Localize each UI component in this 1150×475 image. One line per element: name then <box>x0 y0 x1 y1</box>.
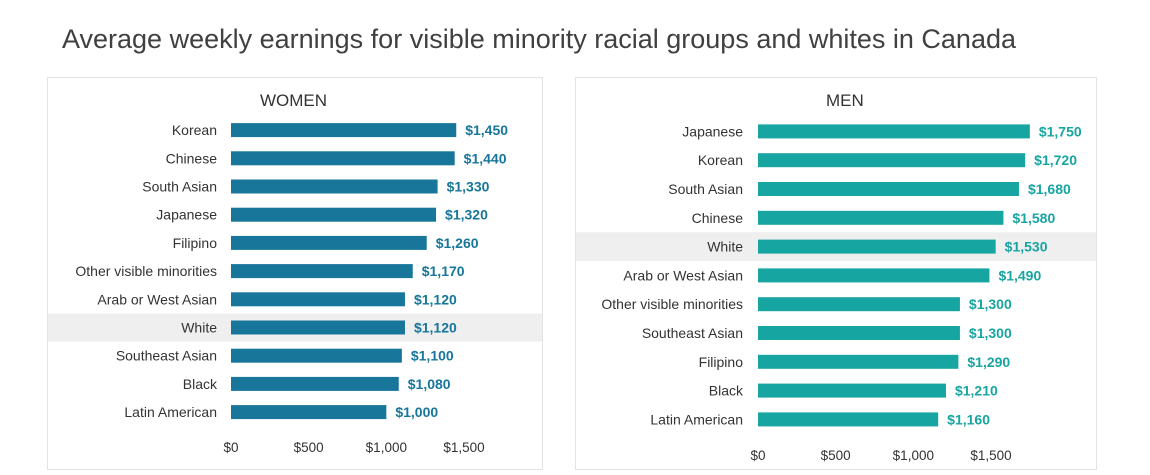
men-value-label: $1,530 <box>1005 239 1048 255</box>
men-x-tick-label: $1,500 <box>970 448 1011 463</box>
men-value-label: $1,720 <box>1034 152 1077 168</box>
men-value-label: $1,300 <box>969 325 1012 341</box>
women-bar <box>231 320 405 335</box>
women-value-label: $1,120 <box>414 291 457 307</box>
women-bar <box>231 207 437 222</box>
men-value-label: $1,680 <box>1028 181 1071 197</box>
women-category-label: Southeast Asian <box>116 348 217 364</box>
men-category-label: Chinese <box>692 210 744 226</box>
men-x-tick-label: $1,000 <box>893 448 934 463</box>
women-value-label: $1,440 <box>464 150 507 166</box>
women-category-label: Arab or West Asian <box>97 291 217 307</box>
women-category-label: Chinese <box>166 150 218 166</box>
men-value-label: $1,300 <box>969 296 1012 312</box>
women-value-label: $1,100 <box>411 348 454 364</box>
men-category-label: White <box>707 239 743 255</box>
women-bar <box>231 179 438 194</box>
men-value-label: $1,750 <box>1039 123 1082 139</box>
men-value-label: $1,210 <box>955 383 998 399</box>
women-bar <box>231 376 399 391</box>
men-bar <box>758 210 1004 225</box>
women-x-tick-label: $0 <box>223 440 238 455</box>
women-bar <box>231 405 387 420</box>
chart-title: Average weekly earnings for visible mino… <box>62 24 1016 54</box>
men-category-label: Other visible minorities <box>601 296 743 312</box>
men-value-label: $1,290 <box>967 354 1010 370</box>
women-chart-panel: WOMEN Korean $1,450 Chinese $1,440 South Asia… <box>47 77 543 470</box>
women-value-label: $1,000 <box>395 404 438 420</box>
women-bar <box>231 151 455 166</box>
men-bar-chart: MEN Japanese $1,750 Korean $1,720 South Asian… <box>576 91 1096 463</box>
women-category-label: South Asian <box>142 179 217 195</box>
men-bar <box>758 153 1026 168</box>
men-value-label: $1,160 <box>947 411 990 427</box>
men-bar <box>758 124 1030 139</box>
men-category-label: Japanese <box>682 123 743 139</box>
women-x-tick-label: $1,500 <box>443 440 484 455</box>
men-category-label: Black <box>709 383 744 399</box>
women-value-label: $1,120 <box>414 320 457 336</box>
men-x-tick-label: $0 <box>750 448 765 463</box>
women-category-label: Japanese <box>156 207 217 223</box>
men-category-label: Southeast Asian <box>642 325 743 341</box>
women-value-label: $1,320 <box>445 207 488 223</box>
women-category-label: White <box>181 320 217 336</box>
men-value-label: $1,580 <box>1012 210 1055 226</box>
women-category-label: Black <box>183 376 218 392</box>
women-bar <box>231 348 402 363</box>
men-chart-panel: MEN Japanese $1,750 Korean $1,720 South Asian… <box>575 77 1097 470</box>
men-category-label: Latin American <box>650 411 743 427</box>
women-bar-chart: WOMEN Korean $1,450 Chinese $1,440 South Asia… <box>48 91 542 455</box>
women-bar <box>231 292 405 307</box>
women-category-label: Filipino <box>173 235 218 251</box>
men-category-label: South Asian <box>668 181 743 197</box>
women-value-label: $1,170 <box>422 263 465 279</box>
women-panel-title: WOMEN <box>260 91 327 110</box>
women-x-tick-label: $1,000 <box>366 440 407 455</box>
men-bar <box>758 412 939 427</box>
women-bar <box>231 123 457 138</box>
men-bar <box>758 383 946 398</box>
men-category-label: Filipino <box>699 354 744 370</box>
women-bar <box>231 264 413 279</box>
women-category-label: Korean <box>172 122 217 138</box>
women-category-label: Other visible minorities <box>75 263 217 279</box>
women-value-label: $1,330 <box>447 179 490 195</box>
men-panel-title: MEN <box>826 91 864 110</box>
men-bar <box>758 239 996 254</box>
men-x-tick-label: $500 <box>821 448 851 463</box>
women-category-label: Latin American <box>124 404 217 420</box>
women-x-tick-label: $500 <box>294 440 324 455</box>
women-value-label: $1,260 <box>436 235 479 251</box>
men-bar <box>758 326 960 340</box>
women-bar <box>231 235 427 250</box>
men-bar <box>758 354 959 369</box>
women-value-label: $1,450 <box>465 122 508 138</box>
men-bar <box>758 182 1019 196</box>
men-bar <box>758 297 960 312</box>
women-value-label: $1,080 <box>408 376 451 392</box>
men-bar <box>758 268 990 283</box>
men-category-label: Arab or West Asian <box>623 267 743 283</box>
men-category-label: Korean <box>698 152 743 168</box>
men-value-label: $1,490 <box>998 267 1041 283</box>
